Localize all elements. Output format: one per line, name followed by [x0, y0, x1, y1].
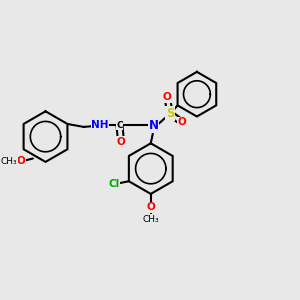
Text: O: O: [178, 118, 186, 128]
Text: N: N: [149, 119, 159, 132]
Text: CH₃: CH₃: [1, 157, 17, 166]
Text: O: O: [117, 137, 125, 147]
Text: CH₃: CH₃: [142, 215, 159, 224]
Text: NH: NH: [92, 120, 109, 130]
Text: O: O: [146, 202, 155, 212]
Text: S: S: [166, 107, 174, 120]
Text: C: C: [116, 121, 123, 130]
Text: Cl: Cl: [108, 179, 120, 189]
Text: O: O: [163, 92, 172, 102]
Text: O: O: [16, 157, 25, 166]
